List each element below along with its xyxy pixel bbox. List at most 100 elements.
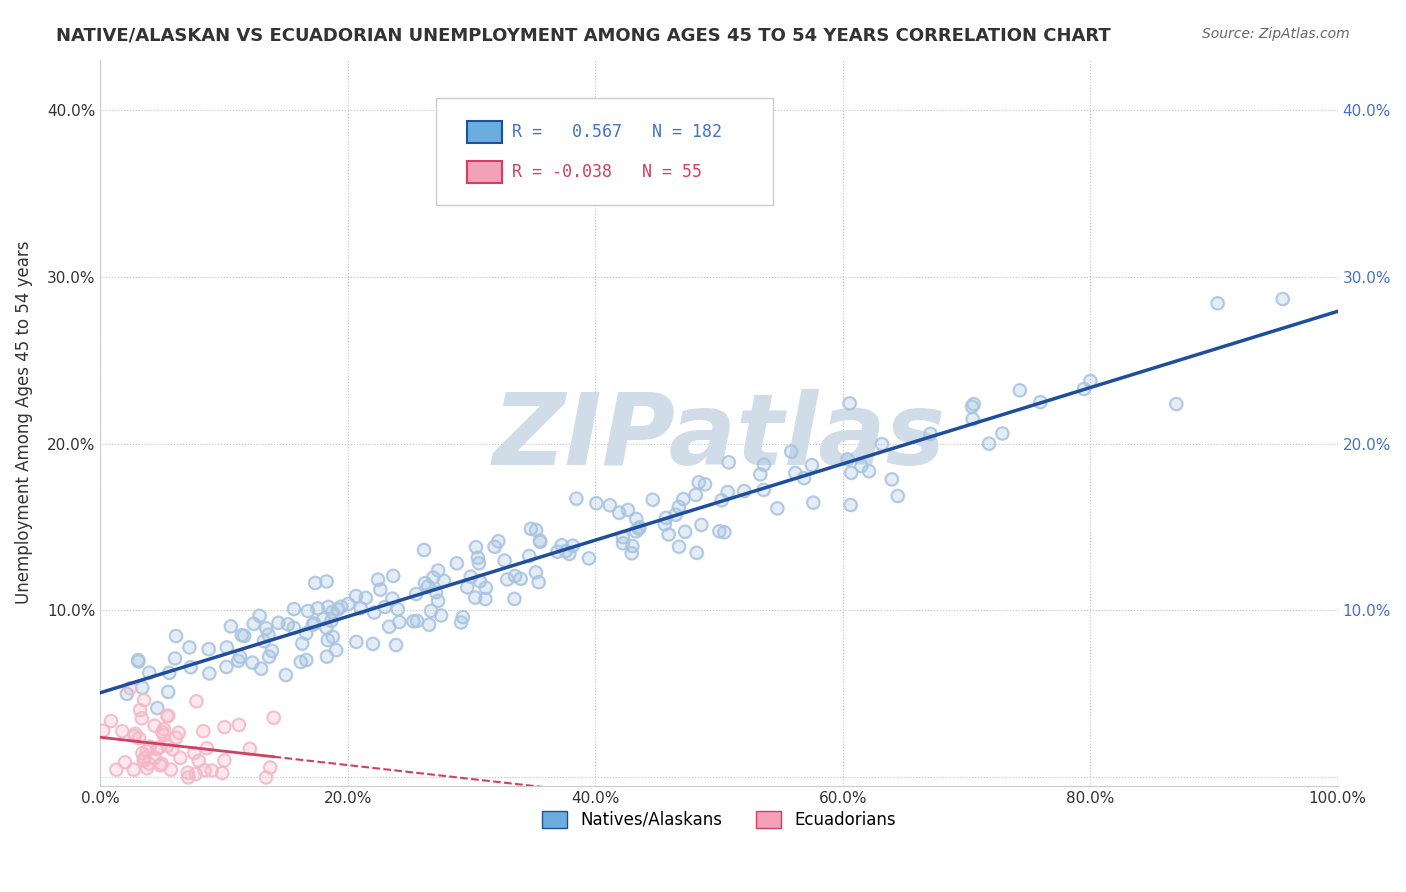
Point [368, 582, 391, 597]
Point [148, 740, 170, 755]
Point [599, 498, 621, 512]
Point [301, 617, 323, 632]
Point [176, 765, 198, 780]
Point [253, 634, 276, 648]
Point [344, 589, 367, 603]
Point [620, 546, 643, 560]
Point [402, 614, 425, 628]
Point [180, 660, 202, 674]
Point [546, 544, 568, 558]
Point [148, 740, 170, 755]
Point [138, 665, 160, 680]
Point [405, 587, 427, 601]
Point [527, 575, 550, 590]
Point [242, 616, 264, 631]
Point [837, 452, 859, 467]
Point [156, 709, 179, 723]
Point [219, 619, 242, 633]
Point [114, 756, 136, 770]
Point [467, 550, 489, 565]
Point [312, 612, 335, 626]
Point [690, 517, 713, 532]
Point [157, 685, 180, 699]
Point [150, 756, 173, 771]
Point [169, 751, 191, 765]
Point [837, 452, 859, 467]
Point [406, 614, 429, 628]
Point [233, 629, 256, 643]
Point [120, 681, 142, 695]
Point [115, 687, 138, 701]
Point [962, 397, 984, 411]
Point [839, 466, 862, 480]
Point [960, 400, 983, 414]
Point [257, 649, 280, 664]
Point [260, 644, 283, 658]
Point [425, 585, 447, 599]
Point [131, 746, 153, 760]
Point [138, 756, 160, 771]
Point [325, 643, 347, 657]
Point [517, 549, 540, 563]
Point [450, 615, 472, 630]
Point [977, 436, 1000, 450]
Point [585, 496, 607, 510]
Point [378, 620, 401, 634]
Point [344, 589, 367, 603]
Point [124, 726, 146, 740]
Point [520, 522, 543, 536]
Point [657, 527, 679, 541]
Point [1008, 384, 1031, 398]
Point [422, 570, 444, 584]
Point [413, 576, 436, 591]
Point [295, 626, 318, 640]
Point [420, 604, 443, 618]
Point [115, 687, 138, 701]
Point [159, 763, 181, 777]
Point [991, 426, 1014, 441]
Point [163, 651, 186, 665]
Point [460, 569, 482, 583]
Point [131, 746, 153, 760]
Point [420, 604, 443, 618]
Point [177, 771, 200, 785]
Point [304, 575, 326, 590]
Point [315, 621, 337, 635]
Point [349, 601, 371, 615]
Point [668, 540, 690, 554]
Point [509, 572, 531, 586]
Point [321, 614, 343, 628]
Point [127, 655, 149, 669]
Point [800, 458, 823, 472]
Point [641, 492, 664, 507]
Point [690, 517, 713, 532]
Point [184, 767, 207, 781]
Point [717, 455, 740, 469]
Point [169, 751, 191, 765]
Point [374, 600, 396, 615]
Point [1206, 296, 1229, 310]
Point [465, 540, 488, 554]
Point [546, 544, 568, 558]
Point [430, 608, 453, 623]
Point [315, 574, 337, 589]
Point [295, 653, 318, 667]
Point [254, 771, 277, 785]
Point [193, 764, 215, 778]
Point [558, 547, 581, 561]
Point [657, 527, 679, 541]
Point [193, 724, 215, 739]
Point [688, 475, 710, 490]
Point [135, 744, 157, 758]
Point [991, 426, 1014, 441]
Point [149, 758, 172, 772]
Point [962, 412, 984, 426]
Point [733, 483, 755, 498]
Point [503, 591, 526, 606]
Point [851, 458, 873, 473]
Point [132, 693, 155, 707]
Point [318, 599, 340, 614]
Point [263, 711, 285, 725]
Point [387, 602, 409, 616]
Point [612, 530, 634, 544]
